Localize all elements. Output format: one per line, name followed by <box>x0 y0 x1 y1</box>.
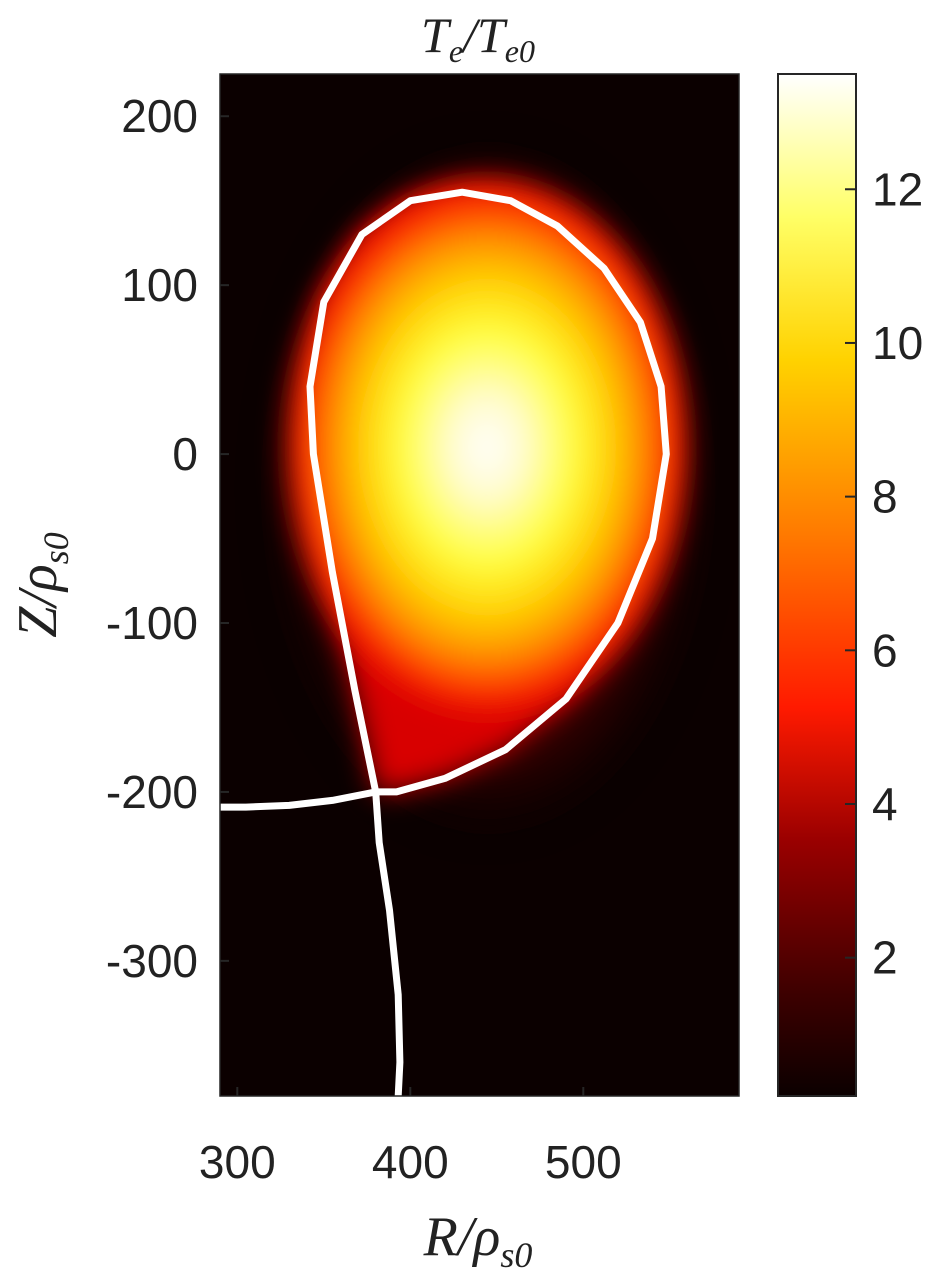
y-tick-label: 200 <box>121 90 198 142</box>
colorbar-tick-label: 8 <box>872 471 898 523</box>
colorbar-frame <box>777 73 857 1097</box>
y-tick-label: 100 <box>121 259 198 311</box>
x-tick-label: 300 <box>199 1136 276 1188</box>
field-hot-core <box>287 177 688 718</box>
colorbar-tick-label: 12 <box>872 163 923 215</box>
colorbar-tick-label: 6 <box>872 624 898 676</box>
y-tick-label: -100 <box>106 597 198 649</box>
chart-title: Te/Te0 <box>421 7 535 69</box>
separatrix <box>220 188 670 1096</box>
y-tick-label: -300 <box>106 935 198 987</box>
separatrix-inner-leg <box>220 788 380 811</box>
temperature-field <box>283 157 694 818</box>
y-tick-label: -200 <box>106 766 198 818</box>
colorbar: 2 4 6 8 10 12 <box>777 73 923 1097</box>
colorbar-tick-label: 2 <box>872 932 898 984</box>
colorbar-tick-label: 10 <box>872 317 923 369</box>
colorbar-ticks: 2 4 6 8 10 12 <box>845 163 923 984</box>
separatrix-outer-leg <box>372 788 404 1096</box>
colorbar-tick-label: 4 <box>872 778 898 830</box>
x-axis-label: R/ρs0 <box>423 1206 533 1271</box>
x-tick-label: 500 <box>545 1136 622 1188</box>
plot-frame <box>219 73 740 1097</box>
y-tick-label: 0 <box>172 428 198 480</box>
x-tick-label: 400 <box>372 1136 449 1188</box>
separatrix-core <box>306 188 670 796</box>
plot-area <box>220 74 739 1096</box>
y-axis-label: Z/ρs0 <box>7 532 76 638</box>
colorbar-fill <box>778 74 856 1096</box>
y-axis: 200 100 0 -100 -200 -300 <box>106 90 229 987</box>
x-axis: 300 400 500 <box>199 1087 622 1188</box>
